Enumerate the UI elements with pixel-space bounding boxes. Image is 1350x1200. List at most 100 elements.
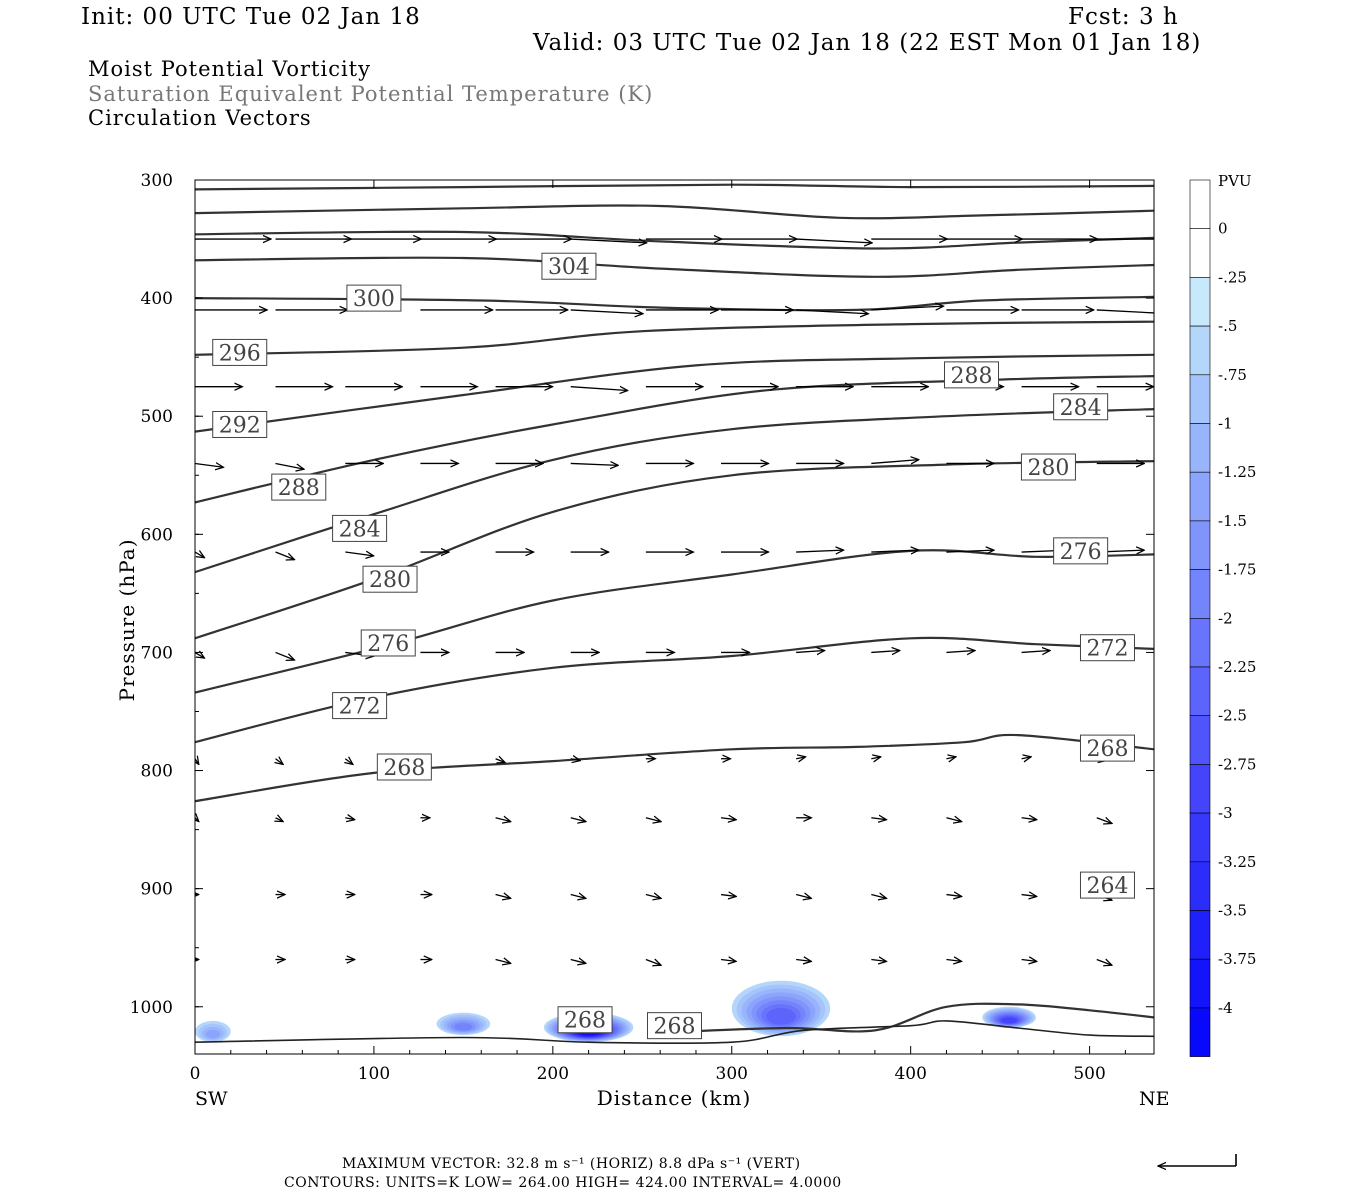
contour-line-284	[195, 408, 1154, 574]
colorbar-tick-label: -4	[1218, 999, 1233, 1017]
contour-label: 268	[1079, 734, 1135, 762]
x-tick-label: 100	[358, 1064, 390, 1084]
colorbar-units: PVU	[1218, 172, 1252, 190]
colorbar-tick-label: -3.25	[1218, 853, 1256, 871]
pvu-shade	[1001, 1017, 1017, 1024]
circulation-vector	[946, 818, 961, 822]
y-tick-label: 900	[141, 880, 173, 900]
y-tick-label: 700	[141, 643, 173, 663]
circulation-vector	[1021, 818, 1037, 820]
colorbar-swatch	[1189, 423, 1211, 473]
colorbar-tick-label: -2.25	[1218, 658, 1256, 676]
pvu-shade	[454, 1023, 473, 1031]
contour-label-text: 284	[1060, 396, 1102, 421]
colorbar-swatch	[1189, 715, 1211, 765]
contour-label-text: 292	[219, 413, 261, 438]
contour-line-272	[195, 636, 1154, 744]
colorbar-swatch	[1189, 910, 1211, 960]
contour-line-316	[195, 183, 1154, 191]
colorbar-tick-label: -.75	[1218, 366, 1247, 384]
contour-label: 268	[647, 1012, 702, 1040]
contour-label: 300	[346, 284, 402, 312]
contour-line-312	[195, 204, 1154, 220]
circulation-vector	[720, 818, 736, 820]
colorbar-swatch	[1189, 861, 1211, 911]
contour-label: 268	[557, 1006, 613, 1034]
contour-label-text: 268	[564, 1009, 606, 1034]
circulation-vector	[1096, 818, 1112, 824]
circulation-vector	[946, 895, 961, 897]
circulation-vector	[946, 651, 975, 653]
circulation-vector	[871, 818, 886, 820]
contour-line-268	[195, 733, 1154, 803]
colorbar-tick-label: -1	[1218, 415, 1233, 433]
circulation-vector	[345, 552, 374, 556]
contour-label: 264	[1079, 871, 1135, 899]
contour-line-292	[195, 353, 1154, 433]
colorbar-swatch	[1189, 179, 1211, 230]
contour-line-304	[195, 256, 1154, 278]
x-tick-label: 200	[537, 1064, 569, 1084]
circulation-vector	[570, 310, 643, 314]
footer-max-vector: MAXIMUM VECTOR: 32.8 m s⁻¹ (HORIZ) 8.8 d…	[342, 1156, 801, 1172]
x-axis-label: Distance (km)	[597, 1086, 752, 1110]
contour-label: 276	[360, 629, 416, 657]
circulation-vector	[195, 818, 199, 822]
colorbar-swatch	[1189, 812, 1211, 863]
circulation-vector	[495, 960, 511, 964]
circulation-vector	[1021, 895, 1037, 897]
contour-label: 276	[1053, 537, 1109, 565]
circulation-vector	[871, 550, 919, 552]
colorbar-tick-label: -1.25	[1218, 463, 1256, 481]
circulation-vector	[1021, 757, 1031, 759]
contour-line-280	[195, 460, 1154, 640]
contour-label-text: 276	[367, 632, 409, 657]
circulation-vector	[796, 550, 844, 552]
circulation-vector	[645, 818, 661, 822]
contour-label: 272	[332, 692, 388, 720]
colorbar-tick-label: -.25	[1218, 268, 1247, 286]
circulation-vector	[345, 818, 355, 820]
valid-time: Valid: 03 UTC Tue 02 Jan 18 (22 EST Mon …	[533, 30, 1202, 56]
circulation-vector	[645, 895, 661, 899]
circulation-vector	[570, 463, 619, 465]
circulation-vector	[195, 552, 205, 558]
contour-label-text: 280	[369, 568, 411, 593]
contour-line-296	[195, 320, 1154, 356]
circulation-vector	[275, 651, 295, 660]
title-mpv: Moist Potential Vorticity	[88, 57, 371, 81]
circulation-vector	[345, 759, 353, 765]
circulation-vector	[796, 960, 811, 962]
colorbar-swatch	[1189, 277, 1211, 327]
colorbar-swatch	[1189, 569, 1211, 619]
contour-line-308	[195, 230, 1154, 250]
contour-label: 284	[1053, 393, 1109, 421]
colorbar-tick-label: -2.5	[1218, 707, 1247, 725]
circulation-vector	[871, 460, 919, 464]
circulation-vector	[570, 239, 647, 243]
colorbar-tick-label: -.5	[1218, 317, 1237, 335]
contour-label-text: 272	[1086, 637, 1128, 662]
y-tick-label: 500	[141, 407, 173, 427]
contour-label-text: 264	[1086, 874, 1128, 899]
colorbar-swatch	[1189, 617, 1211, 668]
contour-label-text: 276	[1060, 540, 1102, 565]
y-axis-label: Pressure (hPa)	[115, 539, 139, 702]
footer-contours: CONTOURS: UNITS=K LOW= 264.00 HIGH= 424.…	[284, 1175, 842, 1191]
circulation-vector	[570, 960, 586, 964]
contour-label-text: 268	[654, 1015, 696, 1040]
colorbar-tick-label: -3.75	[1218, 950, 1256, 968]
contour-label-text: 268	[1086, 737, 1128, 762]
contour-line-264	[660, 1002, 1154, 1034]
y-tick-label: 600	[141, 525, 173, 545]
colorbar-swatch	[1189, 325, 1211, 376]
circulation-vector	[796, 310, 868, 314]
circulation-vector	[495, 759, 506, 763]
contour-label-text: 300	[353, 287, 395, 312]
contour-label-text: 268	[383, 756, 425, 781]
surface-line	[195, 1020, 1154, 1045]
x-tick-label: 300	[716, 1064, 748, 1084]
circulation-vector	[570, 818, 586, 822]
circulation-vector	[720, 895, 736, 897]
contour-label-text: 304	[548, 255, 590, 280]
